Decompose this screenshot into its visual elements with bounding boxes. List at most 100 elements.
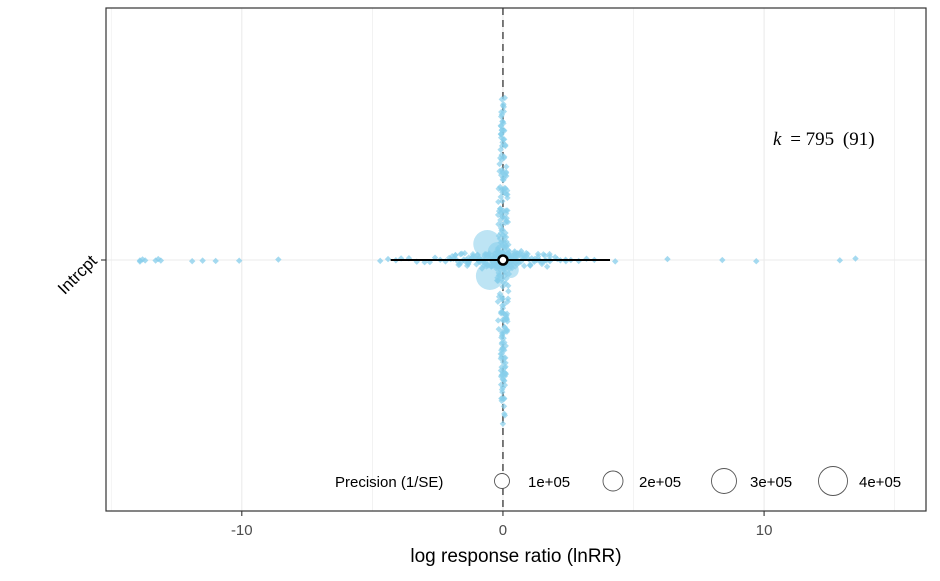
data-point [455,261,462,269]
data-point [495,221,502,228]
data-point [499,384,507,391]
data-point [664,255,671,263]
grid-lines [106,8,926,511]
legend-label: 1e+05 [528,474,570,491]
legend-symbol [818,466,848,496]
data-point [505,288,512,295]
data-point [498,395,505,402]
data-point [502,280,509,287]
data-point [612,258,619,265]
data-point [502,233,510,241]
data-point [504,298,511,305]
precision-legend: Precision (1/SE) 1e+05 2e+05 3e+05 4e+05 [335,466,901,496]
data-point [543,263,551,270]
y-axis: Intrcpt [54,251,106,298]
data-point [452,251,459,259]
data-point [199,257,206,264]
data-point [546,253,553,260]
x-tick-label: 0 [499,522,507,539]
k-symbol: k [773,129,782,150]
data-point [502,363,509,370]
k-annotation: k = 795 (91) [773,129,875,150]
data-point [275,256,282,263]
legend-label: 4e+05 [859,474,901,491]
data-point [836,257,844,264]
data-point [511,250,518,257]
data-point [500,101,507,108]
data-point [496,167,503,175]
data-point [500,238,508,245]
data-point [502,369,509,377]
data-point [753,258,760,265]
data-point [502,169,510,177]
data-point [384,255,392,263]
precision-bubble [502,262,519,278]
data-point [534,253,542,260]
data-point [501,94,509,102]
x-tick-label: 10 [756,522,773,539]
data-point [188,257,196,265]
data-point [464,260,472,268]
data-point [498,131,505,138]
data-point [497,367,505,374]
precision-bubble [475,262,504,290]
data-point [494,298,502,305]
data-point [719,256,726,264]
data-point [499,420,507,427]
data-point [498,111,506,118]
data-point [502,359,509,367]
data-point [499,176,506,183]
data-point [852,255,859,262]
data-point [503,163,510,170]
data-point [502,219,509,227]
data-point [523,249,530,257]
k-groups: (91) [843,129,875,150]
data-point [495,198,502,206]
legend-symbol [494,473,510,489]
data-point [515,252,523,259]
legend-label: 2e+05 [639,474,681,491]
legend-symbol [711,468,737,494]
x-axis-title: log response ratio (lnRR) [410,546,621,567]
data-point [521,262,528,270]
data-point [498,340,505,348]
data-point [513,260,521,268]
legend-symbol [602,470,624,492]
data-point [502,141,509,149]
estimate-group [390,254,611,266]
data-point [527,262,534,269]
data-point [155,255,162,263]
data-point [504,191,511,198]
data-point [497,308,505,316]
data-point [500,153,508,160]
data-point [502,185,509,192]
data-point [503,312,510,320]
data-point [518,253,526,261]
data-point [497,146,504,153]
legend-title: Precision (1/SE) [335,474,443,491]
data-point [377,257,384,265]
data-point [497,209,505,216]
data-point [498,227,505,234]
data-point [497,205,504,212]
data-point [511,255,518,263]
effect-size-points [136,94,859,427]
data-point [541,252,549,259]
data-point [499,388,506,396]
data-point [518,247,525,255]
data-point [457,250,464,258]
data-point [497,193,505,201]
data-point [500,346,507,353]
data-point [501,410,508,418]
data-point [500,403,508,410]
data-point [499,118,507,126]
y-tick-label: Intrcpt [54,251,101,298]
data-point [499,330,506,337]
data-point [496,160,503,168]
data-point [235,257,243,264]
data-point [494,317,502,324]
data-point [212,257,219,265]
data-point [141,257,149,264]
data-point [500,354,508,362]
